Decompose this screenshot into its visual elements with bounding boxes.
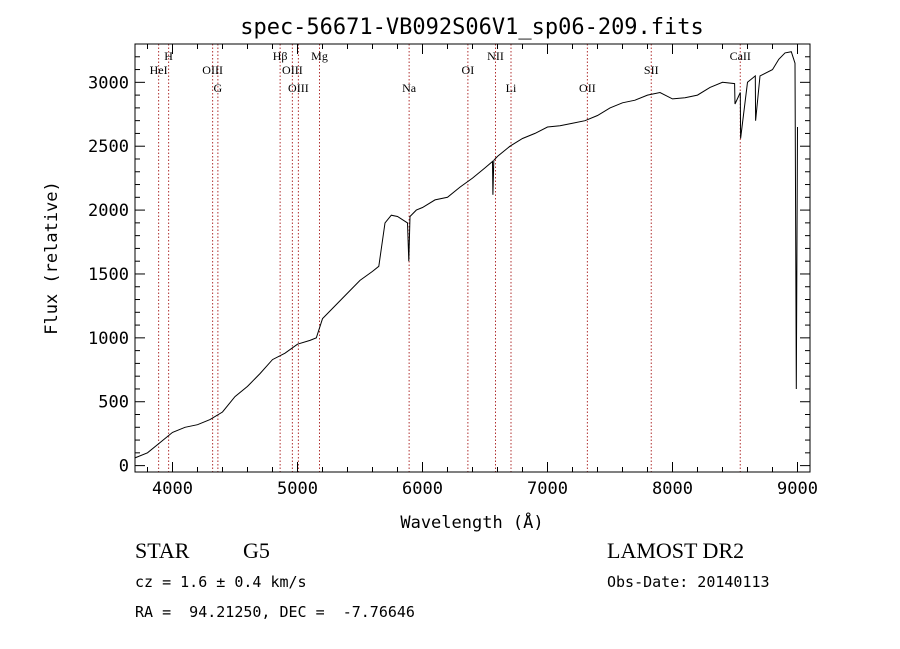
y-tick-label: 1000 <box>88 329 129 349</box>
line-label-hβ: Hβ <box>273 49 288 63</box>
spectrum-series <box>134 51 798 459</box>
y-tick-label: 1500 <box>88 265 129 285</box>
x-tick-label: 9000 <box>777 479 818 499</box>
y-tick-label: 0 <box>119 457 129 477</box>
y-tick-label: 2000 <box>88 201 129 221</box>
x-tick-label: 8000 <box>652 479 693 499</box>
line-label-nii: NII <box>487 49 504 63</box>
y-tick-label: 3000 <box>88 73 129 93</box>
line-label-caii: CaII <box>730 49 751 63</box>
line-label-li: Li <box>506 81 517 95</box>
y-tick-label: 2500 <box>88 137 129 157</box>
x-axis: 4000 5000 6000 7000 8000 9000 <box>147 44 818 499</box>
x-axis-label: Wavelength (Å) <box>400 511 543 533</box>
y-tick-label: 500 <box>98 393 129 413</box>
spectral-subclass: G5 <box>243 538 270 563</box>
redshift-value: cz = 1.6 ± 0.4 km/s <box>135 573 307 591</box>
line-label-oiii: OIII <box>288 81 309 95</box>
observation-date: Obs-Date: 20140113 <box>607 573 770 591</box>
line-label-mg: Mg <box>311 49 328 63</box>
line-marker-group <box>158 44 741 472</box>
line-label-oiii: OIII <box>202 63 223 77</box>
coordinates: RA = 94.21250, DEC = -7.76646 <box>135 603 415 621</box>
x-tick-label: 4000 <box>152 479 193 499</box>
line-label-oiii: OIII <box>282 63 303 77</box>
y-axis: 0 500 1000 1500 2000 2500 3000 <box>88 56 810 477</box>
line-label-oii: OII <box>579 81 596 95</box>
x-tick-label: 6000 <box>402 479 443 499</box>
line-label-h: H <box>164 49 173 63</box>
chart-title: spec-56671-VB092S06V1_sp06-209.fits <box>240 15 704 40</box>
y-axis-label: Flux (relative) <box>42 181 62 335</box>
line-label-oi: OI <box>462 63 475 77</box>
x-tick-label: 5000 <box>277 479 318 499</box>
object-type: STAR <box>135 538 190 563</box>
plot-frame <box>134 43 811 473</box>
line-label-g: G <box>214 81 223 95</box>
line-label-na: Na <box>402 81 417 95</box>
x-tick-label: 7000 <box>527 479 568 499</box>
line-label-hei: HeI <box>150 63 168 77</box>
survey-name: LAMOST DR2 <box>607 538 745 563</box>
line-label-sii: SII <box>644 63 659 77</box>
